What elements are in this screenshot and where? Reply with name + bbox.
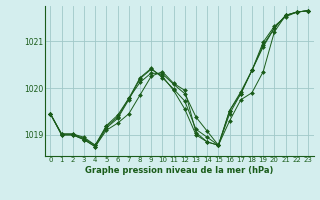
X-axis label: Graphe pression niveau de la mer (hPa): Graphe pression niveau de la mer (hPa) (85, 166, 273, 175)
